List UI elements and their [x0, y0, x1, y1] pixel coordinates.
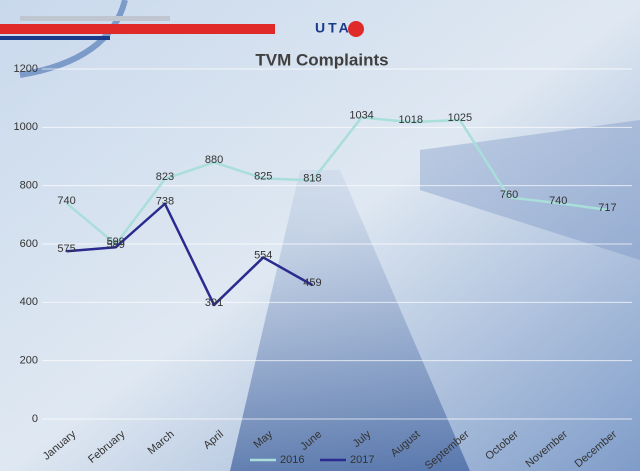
y-tick-label: 200 — [20, 355, 38, 367]
stripe-red — [0, 24, 275, 34]
data-label: 1018 — [399, 114, 423, 126]
data-label: 1025 — [448, 112, 472, 124]
legend-label: 2016 — [280, 454, 304, 466]
page: {"chart_data": {"type": "line", "title":… — [0, 0, 640, 471]
logo-icon — [348, 21, 364, 37]
chart: UTA TVM Complaints 0 200 400 600 800 1000 1200… — [0, 0, 640, 471]
data-label: 818 — [303, 172, 321, 184]
data-label: 880 — [205, 154, 223, 166]
logo-text: UTA — [315, 20, 352, 36]
data-label: 391 — [205, 297, 223, 309]
data-label: 740 — [549, 195, 567, 207]
data-label: 717 — [598, 202, 616, 214]
data-label: 825 — [254, 170, 272, 182]
data-label: 575 — [57, 243, 75, 255]
legend-label: 2017 — [350, 454, 374, 466]
y-tick-label: 1200 — [14, 63, 38, 75]
data-label: 459 — [303, 277, 321, 289]
stripe-gray — [20, 16, 170, 21]
y-tick-label: 400 — [20, 296, 38, 308]
data-label: 589 — [107, 239, 125, 251]
data-label: 554 — [254, 249, 272, 261]
y-tick-label: 800 — [20, 180, 38, 192]
data-label: 1034 — [349, 109, 373, 121]
y-tick-label: 0 — [32, 413, 38, 425]
chart-title: TVM Complaints — [255, 50, 388, 69]
y-tick-label: 1000 — [14, 121, 38, 133]
data-label: 760 — [500, 189, 518, 201]
data-label: 740 — [57, 195, 75, 207]
y-tick-label: 600 — [20, 238, 38, 250]
stripe-blue — [0, 36, 110, 40]
data-label: 823 — [156, 171, 174, 183]
data-label: 738 — [156, 196, 174, 208]
